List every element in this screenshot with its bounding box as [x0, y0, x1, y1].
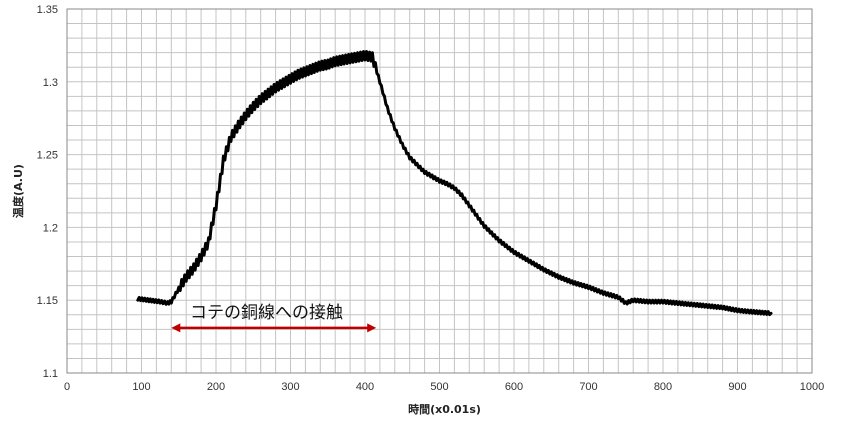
y-axis-title: 温度(A.U): [11, 164, 25, 218]
x-tick-label: 200: [207, 381, 225, 393]
annotation-arrowhead-left: [171, 323, 181, 333]
series-line: [136, 50, 773, 317]
y-tick-label: 1.35: [37, 4, 58, 16]
x-tick-label: 600: [505, 381, 523, 393]
x-axis-ticks: 0 100 200 300 400 500 600 700 800 900 1000: [64, 381, 824, 393]
x-tick-label: 900: [728, 381, 746, 393]
x-tick-label: 1000: [800, 381, 824, 393]
annotation-arrowhead-right: [367, 323, 377, 333]
x-tick-label: 100: [132, 381, 150, 393]
y-tick-label: 1.15: [37, 295, 58, 307]
plot-area: [66, 8, 813, 374]
x-tick-label: 800: [654, 381, 672, 393]
annotation-layer: コテの銅線への接触: [171, 303, 377, 333]
y-axis-ticks: 1.1 1.15 1.2 1.25 1.3 1.35: [37, 4, 58, 380]
x-tick-label: 300: [281, 381, 299, 393]
x-tick-label: 700: [579, 381, 597, 393]
y-tick-label: 1.1: [43, 368, 58, 380]
x-tick-label: 0: [64, 381, 70, 393]
x-tick-label: 500: [430, 381, 448, 393]
x-tick-label: 400: [356, 381, 374, 393]
y-tick-label: 1.3: [43, 77, 58, 89]
annotation-label: コテの銅線への接触: [190, 303, 343, 323]
y-tick-label: 1.2: [43, 222, 58, 234]
grid: [66, 8, 813, 374]
x-axis-title: 時間(x0.01s): [408, 402, 481, 416]
series-layer: [136, 50, 773, 317]
y-tick-label: 1.25: [37, 150, 58, 162]
